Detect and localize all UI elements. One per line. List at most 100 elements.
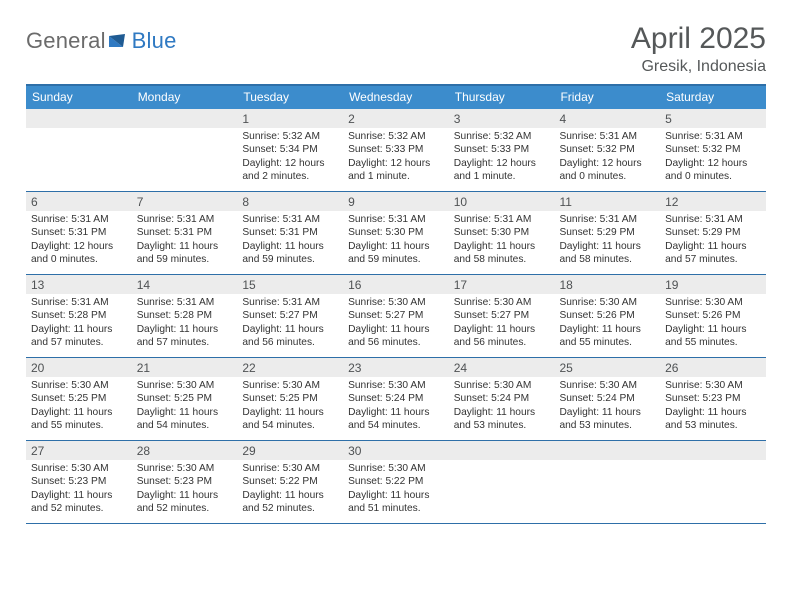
daylight-text: Daylight: 12 hours and 0 minutes.: [31, 240, 127, 267]
day-info: Sunrise: 5:31 AMSunset: 5:30 PMDaylight:…: [449, 211, 555, 271]
sunrise-text: Sunrise: 5:30 AM: [242, 462, 338, 475]
daylight-text: Daylight: 11 hours and 59 minutes.: [348, 240, 444, 267]
day-number: 12: [660, 192, 766, 211]
day-cell: 30Sunrise: 5:30 AMSunset: 5:22 PMDayligh…: [343, 441, 449, 523]
sunrise-text: Sunrise: 5:31 AM: [348, 213, 444, 226]
day-info: Sunrise: 5:30 AMSunset: 5:25 PMDaylight:…: [132, 377, 238, 437]
day-info: Sunrise: 5:32 AMSunset: 5:33 PMDaylight:…: [449, 128, 555, 188]
day-info: Sunrise: 5:30 AMSunset: 5:23 PMDaylight:…: [660, 377, 766, 437]
daylight-text: Daylight: 11 hours and 57 minutes.: [137, 323, 233, 350]
day-cell: 1Sunrise: 5:32 AMSunset: 5:34 PMDaylight…: [237, 109, 343, 191]
day-cell: 25Sunrise: 5:30 AMSunset: 5:24 PMDayligh…: [554, 358, 660, 440]
sunrise-text: Sunrise: 5:31 AM: [665, 213, 761, 226]
day-info: Sunrise: 5:31 AMSunset: 5:32 PMDaylight:…: [660, 128, 766, 188]
day-info: Sunrise: 5:31 AMSunset: 5:27 PMDaylight:…: [237, 294, 343, 354]
daylight-text: Daylight: 11 hours and 54 minutes.: [348, 406, 444, 433]
logo-word1: General: [26, 28, 106, 54]
daylight-text: Daylight: 12 hours and 1 minute.: [348, 157, 444, 184]
day-cell: 28Sunrise: 5:30 AMSunset: 5:23 PMDayligh…: [132, 441, 238, 523]
day-info: Sunrise: 5:30 AMSunset: 5:27 PMDaylight:…: [449, 294, 555, 354]
day-number: 1: [237, 109, 343, 128]
day-info: Sunrise: 5:32 AMSunset: 5:33 PMDaylight:…: [343, 128, 449, 188]
day-number: 10: [449, 192, 555, 211]
day-number: 19: [660, 275, 766, 294]
sunset-text: Sunset: 5:32 PM: [665, 143, 761, 156]
calendar-page: General Blue April 2025 Gresik, Indonesi…: [0, 0, 792, 524]
weekday-header: Tuesday: [237, 86, 343, 109]
day-cell: 26Sunrise: 5:30 AMSunset: 5:23 PMDayligh…: [660, 358, 766, 440]
weekday-header: Wednesday: [343, 86, 449, 109]
day-info: Sunrise: 5:30 AMSunset: 5:24 PMDaylight:…: [449, 377, 555, 437]
day-info: Sunrise: 5:30 AMSunset: 5:23 PMDaylight:…: [26, 460, 132, 520]
daylight-text: Daylight: 11 hours and 55 minutes.: [31, 406, 127, 433]
day-info: Sunrise: 5:32 AMSunset: 5:34 PMDaylight:…: [237, 128, 343, 188]
sunrise-text: Sunrise: 5:32 AM: [454, 130, 550, 143]
weekday-header: Saturday: [660, 86, 766, 109]
day-cell: 24Sunrise: 5:30 AMSunset: 5:24 PMDayligh…: [449, 358, 555, 440]
sunset-text: Sunset: 5:25 PM: [31, 392, 127, 405]
daylight-text: Daylight: 11 hours and 59 minutes.: [242, 240, 338, 267]
day-cell: 5Sunrise: 5:31 AMSunset: 5:32 PMDaylight…: [660, 109, 766, 191]
week-row: 1Sunrise: 5:32 AMSunset: 5:34 PMDaylight…: [26, 109, 766, 192]
day-info: Sunrise: 5:31 AMSunset: 5:28 PMDaylight:…: [26, 294, 132, 354]
sunrise-text: Sunrise: 5:31 AM: [31, 213, 127, 226]
day-number: 30: [343, 441, 449, 460]
week-row: 6Sunrise: 5:31 AMSunset: 5:31 PMDaylight…: [26, 192, 766, 275]
week-row: 13Sunrise: 5:31 AMSunset: 5:28 PMDayligh…: [26, 275, 766, 358]
daylight-text: Daylight: 11 hours and 53 minutes.: [559, 406, 655, 433]
day-info: Sunrise: 5:30 AMSunset: 5:22 PMDaylight:…: [343, 460, 449, 520]
day-number: 8: [237, 192, 343, 211]
sunset-text: Sunset: 5:23 PM: [665, 392, 761, 405]
sunset-text: Sunset: 5:22 PM: [242, 475, 338, 488]
day-info: Sunrise: 5:30 AMSunset: 5:26 PMDaylight:…: [660, 294, 766, 354]
sunrise-text: Sunrise: 5:30 AM: [559, 379, 655, 392]
logo: General Blue: [26, 22, 177, 54]
sunset-text: Sunset: 5:25 PM: [137, 392, 233, 405]
day-number: 18: [554, 275, 660, 294]
daylight-text: Daylight: 11 hours and 58 minutes.: [454, 240, 550, 267]
daylight-text: Daylight: 11 hours and 54 minutes.: [242, 406, 338, 433]
sunset-text: Sunset: 5:22 PM: [348, 475, 444, 488]
sunset-text: Sunset: 5:31 PM: [31, 226, 127, 239]
week-row: 27Sunrise: 5:30 AMSunset: 5:23 PMDayligh…: [26, 441, 766, 524]
weekday-header-row: SundayMondayTuesdayWednesdayThursdayFrid…: [26, 86, 766, 109]
sunset-text: Sunset: 5:23 PM: [31, 475, 127, 488]
sunset-text: Sunset: 5:33 PM: [454, 143, 550, 156]
daylight-text: Daylight: 11 hours and 57 minutes.: [665, 240, 761, 267]
day-cell: 4Sunrise: 5:31 AMSunset: 5:32 PMDaylight…: [554, 109, 660, 191]
day-cell: 17Sunrise: 5:30 AMSunset: 5:27 PMDayligh…: [449, 275, 555, 357]
daylight-text: Daylight: 11 hours and 53 minutes.: [454, 406, 550, 433]
day-info: Sunrise: 5:31 AMSunset: 5:29 PMDaylight:…: [660, 211, 766, 271]
day-cell: 9Sunrise: 5:31 AMSunset: 5:30 PMDaylight…: [343, 192, 449, 274]
logo-word2: Blue: [132, 28, 177, 54]
day-cell: 23Sunrise: 5:30 AMSunset: 5:24 PMDayligh…: [343, 358, 449, 440]
day-cell: 13Sunrise: 5:31 AMSunset: 5:28 PMDayligh…: [26, 275, 132, 357]
day-cell: 27Sunrise: 5:30 AMSunset: 5:23 PMDayligh…: [26, 441, 132, 523]
day-info: Sunrise: 5:30 AMSunset: 5:24 PMDaylight:…: [343, 377, 449, 437]
day-cell: 2Sunrise: 5:32 AMSunset: 5:33 PMDaylight…: [343, 109, 449, 191]
sunrise-text: Sunrise: 5:31 AM: [242, 296, 338, 309]
day-number: 5: [660, 109, 766, 128]
sunset-text: Sunset: 5:28 PM: [31, 309, 127, 322]
day-cell: 14Sunrise: 5:31 AMSunset: 5:28 PMDayligh…: [132, 275, 238, 357]
sunset-text: Sunset: 5:27 PM: [454, 309, 550, 322]
day-number: 22: [237, 358, 343, 377]
sunset-text: Sunset: 5:32 PM: [559, 143, 655, 156]
sunset-text: Sunset: 5:26 PM: [665, 309, 761, 322]
location: Gresik, Indonesia: [631, 58, 766, 76]
sunrise-text: Sunrise: 5:31 AM: [242, 213, 338, 226]
day-cell: 3Sunrise: 5:32 AMSunset: 5:33 PMDaylight…: [449, 109, 555, 191]
day-number: 28: [132, 441, 238, 460]
sunrise-text: Sunrise: 5:32 AM: [242, 130, 338, 143]
day-number: 9: [343, 192, 449, 211]
day-cell: [449, 441, 555, 523]
day-cell: 15Sunrise: 5:31 AMSunset: 5:27 PMDayligh…: [237, 275, 343, 357]
day-cell: 18Sunrise: 5:30 AMSunset: 5:26 PMDayligh…: [554, 275, 660, 357]
day-number: 14: [132, 275, 238, 294]
day-cell: [26, 109, 132, 191]
weeks-container: 1Sunrise: 5:32 AMSunset: 5:34 PMDaylight…: [26, 109, 766, 524]
day-info: Sunrise: 5:31 AMSunset: 5:31 PMDaylight:…: [26, 211, 132, 271]
day-number: 3: [449, 109, 555, 128]
daylight-text: Daylight: 11 hours and 52 minutes.: [242, 489, 338, 516]
sunrise-text: Sunrise: 5:31 AM: [559, 130, 655, 143]
